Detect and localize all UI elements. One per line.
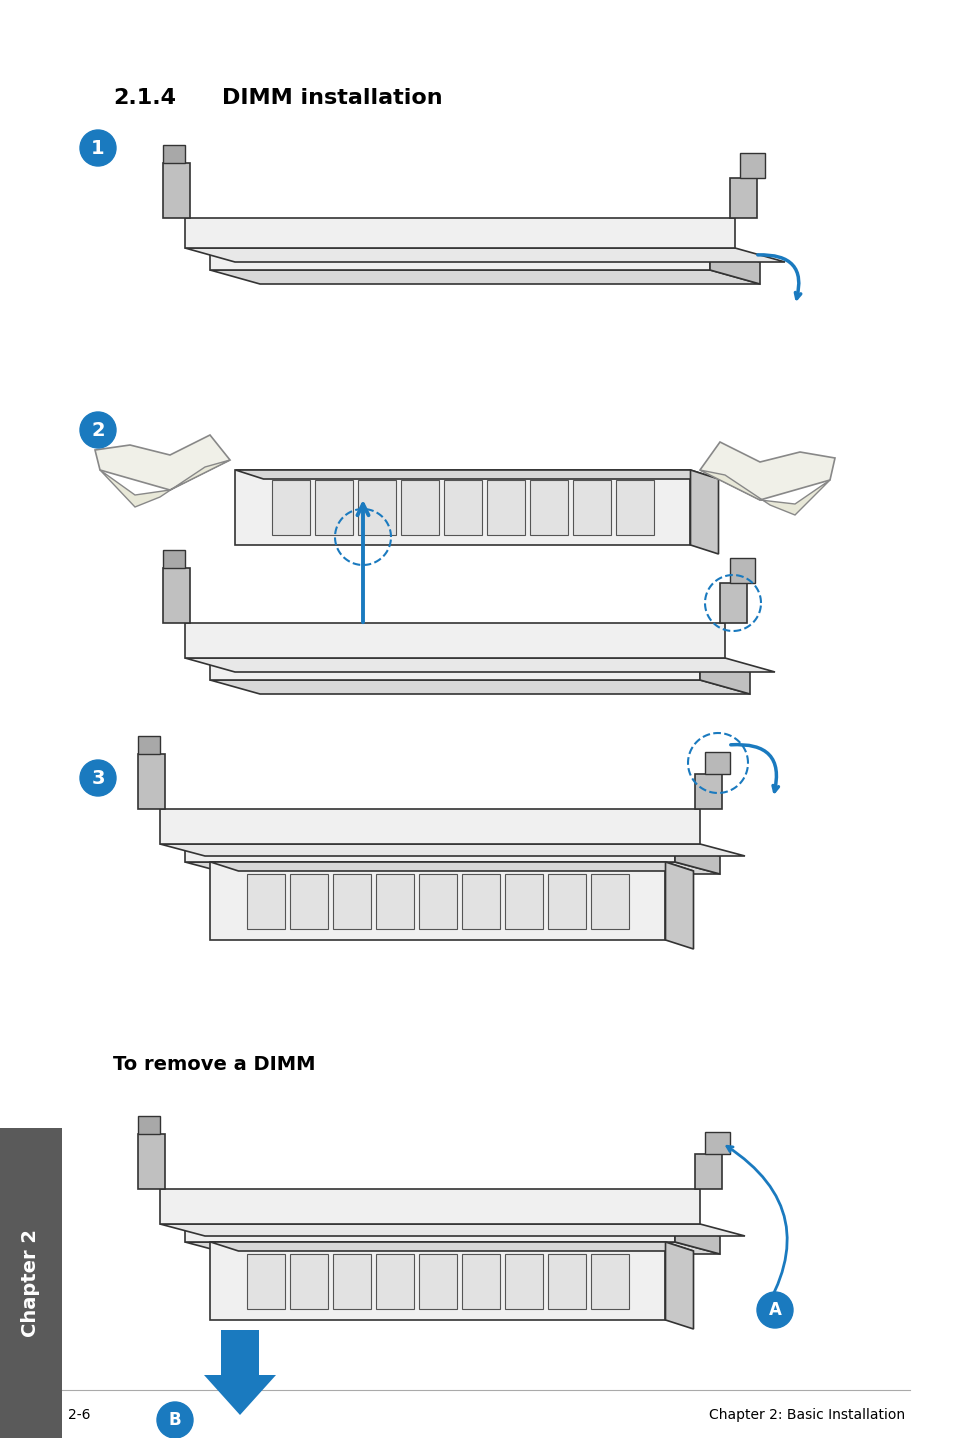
- Polygon shape: [185, 219, 734, 247]
- Polygon shape: [163, 162, 190, 219]
- Polygon shape: [461, 1254, 499, 1309]
- Polygon shape: [461, 873, 499, 929]
- Polygon shape: [290, 873, 328, 929]
- Polygon shape: [138, 1116, 160, 1135]
- Polygon shape: [272, 480, 310, 535]
- Circle shape: [80, 761, 116, 797]
- Text: B: B: [169, 1411, 181, 1429]
- Polygon shape: [185, 247, 784, 262]
- Polygon shape: [160, 844, 744, 856]
- Polygon shape: [210, 659, 700, 680]
- Polygon shape: [504, 873, 542, 929]
- Polygon shape: [185, 1242, 720, 1254]
- Polygon shape: [695, 1155, 721, 1189]
- Text: DIMM installation: DIMM installation: [222, 88, 442, 108]
- Polygon shape: [375, 873, 414, 929]
- Polygon shape: [704, 752, 729, 774]
- Polygon shape: [247, 1254, 285, 1309]
- Circle shape: [157, 1402, 193, 1438]
- Polygon shape: [443, 480, 481, 535]
- Circle shape: [80, 129, 116, 165]
- Text: 2.1.4: 2.1.4: [112, 88, 175, 108]
- Polygon shape: [235, 470, 718, 479]
- Bar: [0, 1127, 62, 1438]
- Polygon shape: [185, 844, 675, 861]
- Polygon shape: [333, 873, 371, 929]
- Polygon shape: [95, 436, 230, 490]
- Polygon shape: [400, 480, 438, 535]
- Polygon shape: [357, 480, 395, 535]
- Polygon shape: [418, 1254, 456, 1309]
- Text: Chapter 2: Basic Installation: Chapter 2: Basic Installation: [708, 1408, 904, 1422]
- Polygon shape: [590, 1254, 628, 1309]
- Polygon shape: [486, 480, 524, 535]
- Polygon shape: [709, 247, 760, 283]
- Polygon shape: [211, 1242, 693, 1251]
- Polygon shape: [504, 1254, 542, 1309]
- Polygon shape: [185, 659, 774, 672]
- Polygon shape: [160, 1189, 700, 1224]
- Polygon shape: [163, 568, 190, 623]
- Polygon shape: [375, 1254, 414, 1309]
- Polygon shape: [247, 873, 285, 929]
- Polygon shape: [616, 480, 654, 535]
- Polygon shape: [211, 1242, 665, 1320]
- Polygon shape: [163, 145, 185, 162]
- Text: To remove a DIMM: To remove a DIMM: [112, 1055, 315, 1074]
- Polygon shape: [138, 754, 165, 810]
- Polygon shape: [590, 873, 628, 929]
- Polygon shape: [530, 480, 567, 535]
- Polygon shape: [418, 873, 456, 929]
- Polygon shape: [729, 558, 754, 582]
- Polygon shape: [665, 861, 693, 949]
- Text: A: A: [768, 1301, 781, 1319]
- Polygon shape: [314, 480, 353, 535]
- Polygon shape: [160, 810, 700, 844]
- Circle shape: [80, 413, 116, 449]
- Text: 2: 2: [91, 420, 105, 440]
- Polygon shape: [210, 247, 709, 270]
- Polygon shape: [290, 1254, 328, 1309]
- Polygon shape: [100, 460, 230, 508]
- Text: 3: 3: [91, 768, 105, 788]
- Polygon shape: [547, 1254, 585, 1309]
- Polygon shape: [210, 680, 749, 695]
- Polygon shape: [160, 1224, 744, 1237]
- Text: 2-6: 2-6: [68, 1408, 91, 1422]
- Polygon shape: [665, 1242, 693, 1329]
- Polygon shape: [547, 873, 585, 929]
- Polygon shape: [211, 861, 665, 940]
- Polygon shape: [163, 549, 185, 568]
- Polygon shape: [221, 1330, 258, 1375]
- Polygon shape: [700, 659, 749, 695]
- Polygon shape: [704, 1132, 729, 1155]
- Polygon shape: [729, 178, 757, 219]
- Polygon shape: [675, 844, 720, 874]
- Polygon shape: [740, 152, 764, 178]
- Polygon shape: [573, 480, 610, 535]
- Polygon shape: [210, 270, 760, 283]
- Polygon shape: [138, 736, 160, 754]
- Polygon shape: [333, 1254, 371, 1309]
- Polygon shape: [138, 1135, 165, 1189]
- Polygon shape: [185, 623, 724, 659]
- Polygon shape: [700, 441, 834, 500]
- Polygon shape: [185, 861, 720, 874]
- Polygon shape: [185, 1224, 675, 1242]
- Polygon shape: [204, 1375, 275, 1415]
- Polygon shape: [211, 861, 693, 871]
- Circle shape: [757, 1291, 792, 1329]
- Text: Chapter 2: Chapter 2: [22, 1229, 40, 1337]
- Polygon shape: [690, 470, 718, 554]
- Polygon shape: [700, 470, 829, 515]
- Polygon shape: [695, 774, 721, 810]
- Text: 1: 1: [91, 138, 105, 158]
- Polygon shape: [675, 1224, 720, 1254]
- Polygon shape: [720, 582, 746, 623]
- Polygon shape: [235, 470, 690, 545]
